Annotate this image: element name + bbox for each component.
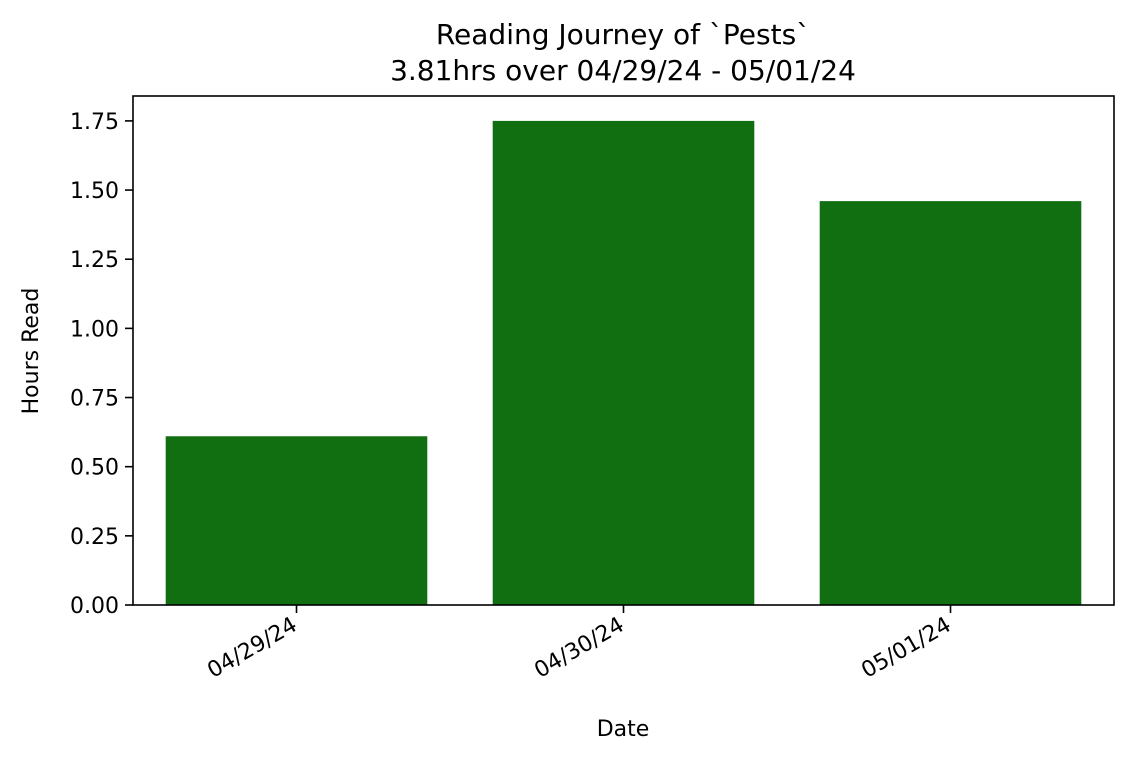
y-tick-label: 0.00 [70, 594, 119, 619]
y-tick-label: 1.75 [70, 110, 119, 135]
bar-04-29-24 [165, 436, 428, 605]
bars-layer [165, 120, 1082, 606]
y-tick-label: 1.50 [70, 179, 119, 204]
y-axis-ticks: 0.00 0.25 0.50 0.75 1.00 1.25 1.50 1.75 [70, 110, 133, 619]
y-tick-label: 0.75 [70, 387, 119, 412]
plot-frame [132, 95, 1115, 606]
chart-title: Reading Journey of `Pests` [436, 18, 810, 51]
y-axis-label: Hours Read [19, 288, 44, 415]
bar-04-30-24 [492, 120, 755, 606]
bar-05-01-24 [819, 201, 1082, 605]
y-tick-label: 1.25 [70, 248, 119, 273]
y-tick-label: 0.25 [70, 525, 119, 550]
y-tick-label: 1.00 [70, 317, 119, 342]
chart-subtitle: 3.81hrs over 04/29/24 - 05/01/24 [390, 54, 856, 87]
y-tick-label: 0.50 [70, 456, 119, 481]
x-axis-label: Date [597, 717, 650, 742]
